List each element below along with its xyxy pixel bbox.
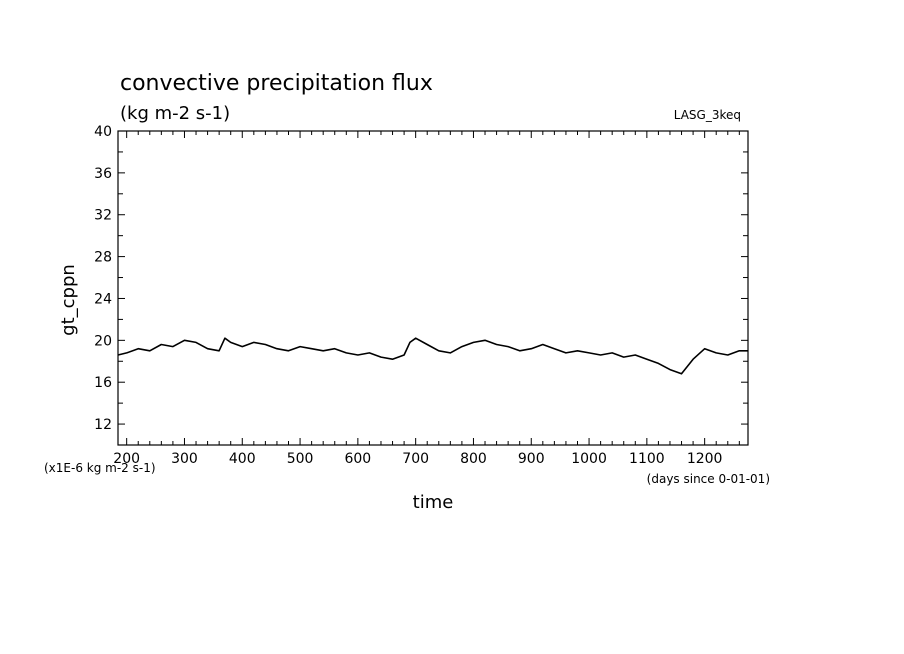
y-tick-label: 12 [94, 417, 112, 433]
y-tick-label: 16 [94, 375, 112, 391]
x-tick-label: 400 [229, 451, 256, 467]
x-tick-label: 300 [171, 451, 198, 467]
plot-frame [117, 130, 749, 446]
y-tick-label: 20 [94, 333, 112, 349]
x-tick-label: 700 [402, 451, 429, 467]
y-axis: 12 16 20 24 28 32 36 40 [94, 124, 748, 446]
y-tick-label: 40 [94, 124, 112, 140]
x-axis: 200 300 400 500 600 700 800 900 1000 1100 1200 [113, 131, 740, 467]
y-tick-label: 24 [94, 291, 112, 307]
x-tick-label: 800 [460, 451, 487, 467]
y-tick-label: 32 [94, 208, 112, 224]
x-tick-label: 200 [113, 451, 140, 467]
x-tick-label: 600 [344, 451, 371, 467]
y-units-note: (x1E-6 kg m-2 s-1) [44, 461, 156, 475]
x-tick-label: 1100 [629, 451, 665, 467]
series-group [117, 337, 748, 375]
x-tick-label: 1200 [687, 451, 723, 467]
y-tick-label: 28 [94, 250, 112, 266]
chart-title: convective precipitation flux [120, 71, 433, 96]
y-tick-label: 36 [94, 166, 112, 182]
x-tick-label: 500 [287, 451, 314, 467]
y-axis-title: gt_cppn [58, 264, 79, 336]
run-label: LASG_3keq [674, 108, 741, 122]
x-tick-label: 900 [518, 451, 545, 467]
series-line-0 [117, 337, 748, 375]
x-units-note: (days since 0-01-01) [647, 472, 770, 486]
x-tick-label: 1000 [571, 451, 607, 467]
x-axis-title: time [413, 492, 454, 513]
chart-subtitle: (kg m-2 s-1) [120, 103, 230, 124]
